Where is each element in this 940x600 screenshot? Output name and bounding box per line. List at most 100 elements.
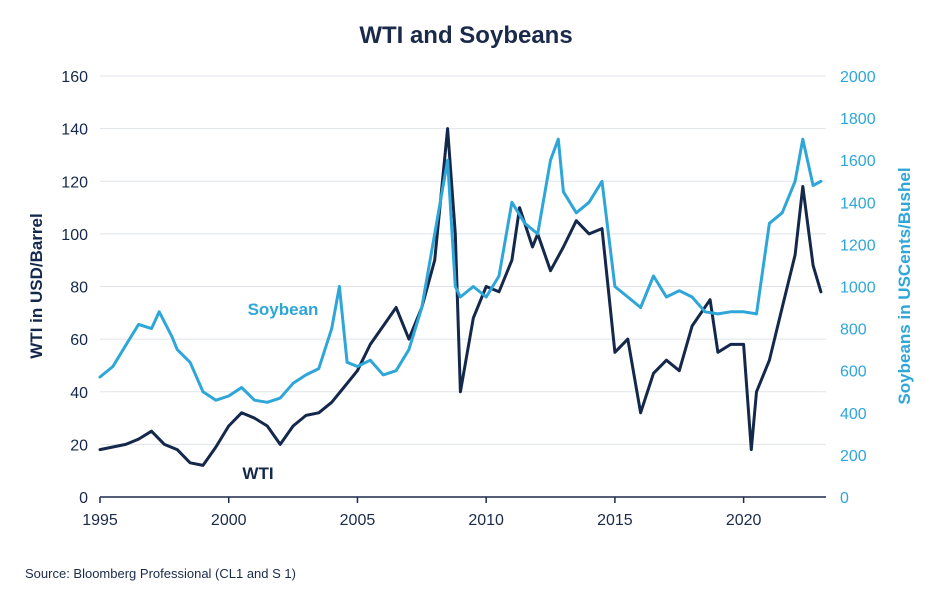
left-tick-label: 80: [70, 280, 88, 297]
left-axis-ticks: 0 20 40 60 80 100 120 140 160: [61, 69, 88, 507]
wti-point: [811, 264, 815, 267]
left-tick-label: 160: [61, 69, 88, 86]
right-tick-label: 800: [840, 322, 867, 339]
wti-point: [678, 369, 681, 372]
soybean-point: [111, 365, 115, 368]
right-tick-label: 1800: [840, 111, 876, 128]
soybean-point: [781, 211, 784, 214]
soybean-point: [562, 190, 565, 193]
wti-point: [801, 185, 804, 188]
soybean-point: [201, 390, 205, 393]
soybean-point: [652, 274, 655, 278]
right-tick-label: 1200: [840, 237, 876, 254]
soybean-point: [279, 396, 282, 400]
wti-point: [266, 424, 269, 428]
wti-point: [369, 343, 372, 346]
wti-point: [407, 337, 411, 341]
soybean-point: [801, 138, 804, 141]
soybean-point: [690, 295, 694, 299]
right-tick-label: 0: [840, 490, 849, 507]
wti-point: [150, 430, 153, 433]
x-tick-label: 2005: [340, 512, 376, 529]
soybean-point: [227, 394, 230, 398]
wti-point: [729, 343, 732, 346]
wti-point: [163, 443, 166, 446]
soybean-point: [639, 306, 642, 309]
wti-point: [124, 443, 127, 446]
wti-point: [626, 337, 629, 341]
wti-point: [652, 372, 655, 375]
soybean-point: [472, 285, 475, 288]
soybean-point: [703, 310, 707, 313]
wti-point: [433, 259, 436, 262]
wti-point: [819, 290, 823, 293]
soybean-point: [420, 306, 423, 309]
wti-point: [227, 424, 230, 428]
soybean-point: [549, 159, 552, 162]
wti-series-label: WTI: [242, 464, 273, 483]
x-tick-label: 2010: [468, 512, 504, 529]
source-note: Source: Bloomberg Professional (CL1 and …: [25, 566, 296, 581]
wti-point: [518, 206, 521, 209]
soybean-point: [446, 159, 449, 162]
left-tick-label: 120: [61, 174, 88, 191]
soybean-point: [369, 359, 372, 362]
soybean-point: [433, 232, 436, 236]
wti-point: [600, 227, 604, 230]
soybean-point: [317, 367, 320, 370]
wti-point: [562, 245, 565, 249]
wti-point: [549, 269, 552, 272]
wti-point: [188, 461, 192, 464]
soybean-point: [150, 327, 153, 330]
wti-point: [446, 127, 449, 130]
soybean-point: [485, 295, 488, 299]
wti-point: [690, 324, 694, 328]
wti-point: [111, 445, 115, 449]
x-tick-label: 2000: [211, 512, 247, 529]
soybean-point: [356, 365, 359, 368]
wti-point: [708, 298, 712, 301]
soybean-point: [613, 285, 617, 288]
wti-point: [575, 219, 578, 222]
soybean-point: [394, 369, 398, 372]
wti-point: [454, 232, 457, 236]
soybean-point: [454, 285, 457, 288]
soybean-point: [755, 312, 758, 316]
soybean-point: [742, 310, 745, 313]
soybean-point: [523, 222, 526, 225]
x-tick-label: 2020: [726, 512, 762, 529]
soybean-line: [98, 137, 823, 404]
soybean-point: [330, 327, 333, 330]
soybean-point: [716, 312, 720, 316]
wti-point: [394, 306, 398, 309]
wti-point: [98, 448, 102, 451]
wti-point: [781, 306, 784, 309]
wti-point: [613, 351, 617, 354]
chart-title: WTI and Soybeans: [359, 22, 572, 49]
left-tick-label: 140: [61, 122, 88, 139]
soybean-point: [170, 335, 174, 339]
wti-point: [291, 424, 295, 428]
soybean-point: [253, 399, 256, 402]
wti-point: [317, 411, 320, 414]
wti-point: [330, 401, 333, 404]
wti-point: [750, 448, 753, 451]
series-lines: [98, 127, 823, 467]
left-tick-label: 20: [70, 437, 88, 454]
soybean-point: [98, 375, 102, 379]
soybean-series-label: Soybean: [248, 300, 319, 319]
soybean-point: [345, 361, 349, 364]
wti-point: [472, 316, 475, 320]
soybean-point: [137, 323, 140, 326]
soybean-point: [626, 295, 629, 299]
right-tick-label: 1400: [840, 195, 876, 212]
wti-point: [497, 290, 501, 293]
soybean-point: [188, 361, 192, 364]
soybean-point: [407, 348, 411, 351]
soybean-point: [557, 138, 560, 141]
wti-point: [755, 390, 758, 393]
right-tick-label: 400: [840, 406, 867, 423]
x-axis-ticks: 1995 2000 2005 2010 2015 2020: [82, 497, 762, 529]
soybean-point: [304, 373, 308, 377]
